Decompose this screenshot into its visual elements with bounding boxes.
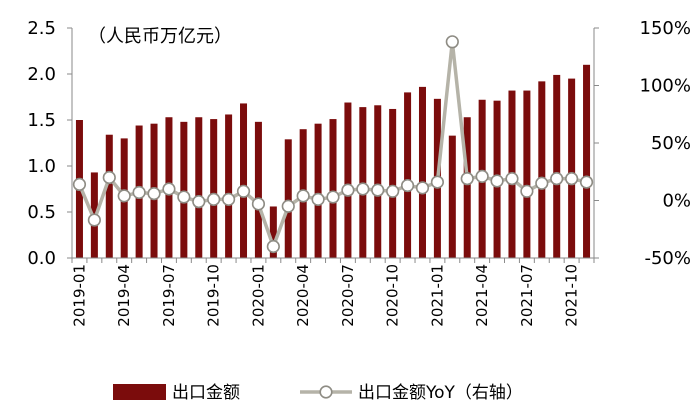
yoy-point-2019-02 (87, 213, 101, 227)
yoy-point-2019-08 (177, 190, 191, 204)
x-tick-label-2020-10: 2020-10 (384, 264, 402, 327)
bar-2020-10 (389, 108, 397, 259)
yoy-point-2020-02 (266, 239, 280, 254)
left-tick-label-1.5: 1.5 (27, 110, 56, 131)
bar-2019-08 (180, 121, 188, 258)
right-tick-label-0%: 0% (662, 191, 691, 212)
bar-2020-01 (254, 121, 262, 258)
yoy-point-2019-05 (132, 185, 146, 200)
yoy-point-2020-04 (296, 189, 310, 203)
bar-2019-09 (195, 117, 203, 259)
x-tick-label-2020-04: 2020-04 (294, 264, 312, 327)
left-tick-label-0.0: 0.0 (27, 248, 56, 269)
yoy-point-2019-12 (236, 184, 251, 198)
x-tick-label-2021-04: 2021-04 (473, 264, 491, 327)
x-tick-label-2020-01: 2020-01 (249, 264, 267, 327)
bar-2021-09 (553, 74, 561, 258)
yoy-point-2021-01 (430, 175, 445, 189)
legend-label-exports: 出口金额 (172, 383, 240, 403)
x-tick-label-2021-01: 2021-01 (428, 264, 446, 327)
yoy-point-2019-01 (72, 177, 87, 191)
legend-swatch-exports (113, 384, 166, 400)
bar-2020-03 (284, 139, 292, 258)
yoy-point-2021-07 (520, 184, 534, 198)
yoy-point-2021-04 (475, 169, 489, 183)
yoy-point-2019-03 (102, 170, 116, 185)
yoy-point-2021-08 (535, 176, 549, 190)
right-tick-label--50%: -50% (644, 248, 691, 269)
yoy-point-2020-05 (311, 192, 325, 206)
yoy-point-2019-09 (192, 195, 206, 209)
yoy-point-2021-06 (505, 172, 519, 186)
left-tick-label-2.0: 2.0 (27, 64, 56, 85)
bar-2020-11 (404, 92, 412, 259)
bar-2021-07 (523, 90, 531, 258)
yoy-point-2020-08 (356, 182, 370, 196)
right-tick-label-100%: 100% (640, 76, 691, 97)
x-tick-label-2019-01: 2019-01 (70, 264, 88, 327)
bar-2020-09 (374, 105, 382, 258)
x-tick-label-2019-04: 2019-04 (115, 264, 133, 327)
bar-2021-11 (583, 64, 591, 258)
yoy-point-2020-06 (326, 190, 340, 204)
yoy-point-2019-10 (207, 192, 221, 206)
bar-2019-12 (240, 103, 248, 258)
yoy-point-2019-04 (117, 189, 131, 203)
yoy-point-2019-11 (222, 192, 236, 206)
bar-2021-02 (448, 135, 456, 258)
x-tick-label-2021-07: 2021-07 (518, 264, 536, 327)
bar-2021-10 (568, 78, 576, 258)
bar-2020-06 (329, 119, 337, 258)
x-tick-label-2021-10: 2021-10 (563, 264, 581, 327)
yoy-point-2020-10 (386, 184, 400, 198)
x-tick-label-2019-07: 2019-07 (160, 264, 178, 327)
right-tick-label-150%: 150% (640, 18, 691, 39)
yoy-point-2020-09 (371, 183, 385, 197)
x-tick-label-2020-07: 2020-07 (339, 264, 357, 327)
bar-2020-02 (269, 206, 277, 258)
yoy-point-2021-03 (460, 172, 474, 186)
yoy-point-2021-10 (565, 172, 579, 186)
yoy-point-2021-09 (550, 172, 564, 186)
bar-2020-05 (314, 123, 322, 259)
bar-2021-08 (538, 81, 546, 258)
bar-2019-11 (225, 114, 233, 258)
bar-2020-07 (344, 102, 352, 259)
legend-label-yoy: 出口金额YoY（右轴） (358, 383, 523, 403)
bar-2019-03 (105, 134, 113, 258)
yoy-point-2021-05 (490, 174, 504, 188)
left-tick-label-2.5: 2.5 (27, 18, 56, 39)
left-tick-label-0.5: 0.5 (27, 202, 56, 223)
yoy-point-2020-03 (281, 199, 295, 213)
yoy-point-2020-11 (400, 178, 415, 193)
bar-2021-03 (463, 117, 471, 259)
plot-area (72, 35, 594, 259)
yoy-point-2020-12 (415, 181, 430, 195)
yoy-point-2019-06 (147, 187, 161, 201)
yoy-point-2021-11 (579, 175, 594, 189)
axes: 0.0 0.5 1.0 1.5 2.0 2.5 -50% 0% 50% 100% 150% 2019-… (27, 18, 691, 327)
yoy-point-2019-07 (162, 182, 176, 196)
left-tick-label-1.0: 1.0 (27, 156, 56, 177)
legend: 出口金额 出口金额YoY（右轴） (113, 383, 523, 403)
right-tick-label-50%: 50% (651, 133, 691, 154)
yoy-point-2020-07 (341, 183, 355, 197)
x-tick-label-2019-10: 2019-10 (205, 264, 223, 327)
bar-2019-10 (210, 119, 218, 258)
yoy-point-2020-01 (251, 197, 266, 211)
yoy-point-2021-02 (445, 35, 459, 49)
unit-label: （人民币万亿元） (88, 26, 232, 47)
legend-swatch-yoy-marker (319, 385, 333, 399)
bar-2020-12 (418, 86, 426, 258)
